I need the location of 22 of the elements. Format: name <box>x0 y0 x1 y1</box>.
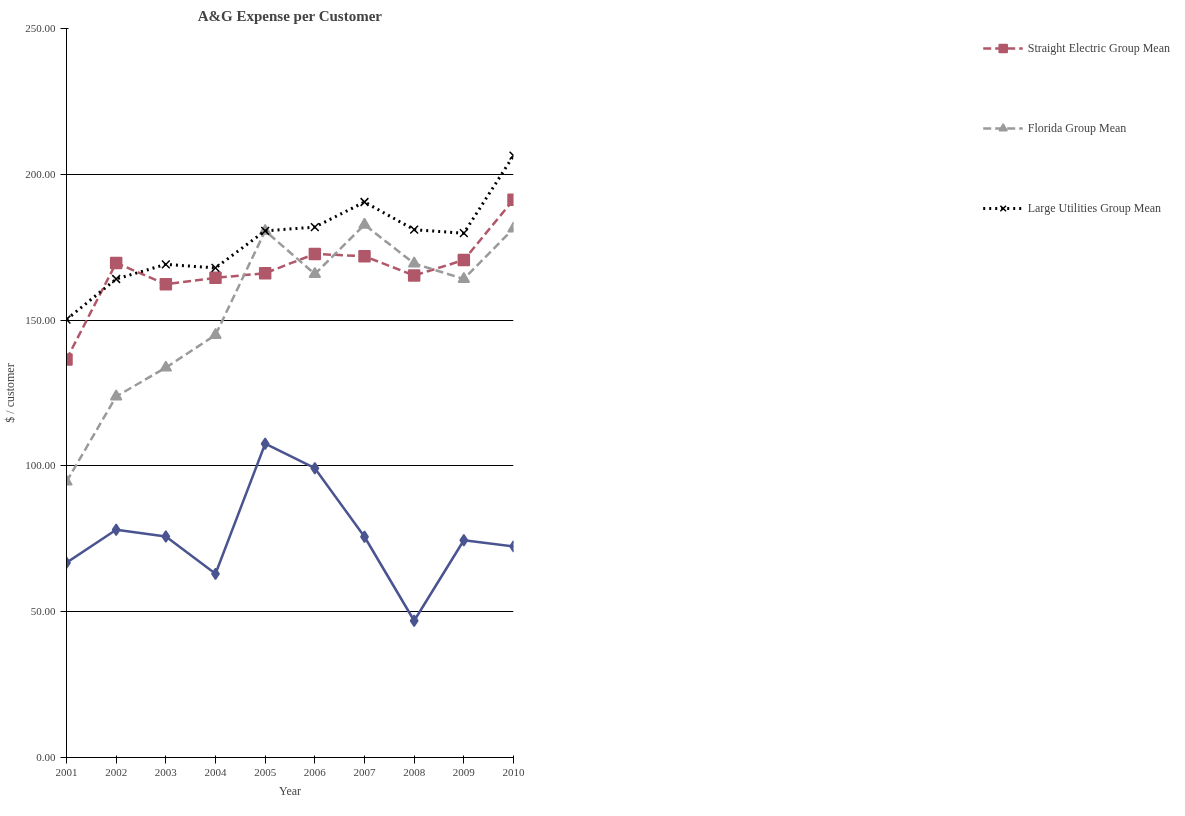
y-tick-label: 100.00 <box>25 459 56 472</box>
legend-label: Large Utilities Group Mean <box>1027 200 1162 216</box>
x-tick-label: 2002 <box>105 765 128 778</box>
x-axis-title: Year <box>278 783 302 798</box>
legend-label: Straight Electric Group Mean <box>1027 40 1170 56</box>
y-tick-label: 250.00 <box>25 22 56 34</box>
x-tick-label: 2010 <box>502 765 525 778</box>
x-tick-label: 2005 <box>254 765 277 778</box>
y-tick-label: 50.00 <box>30 605 56 618</box>
x-tick-label: 2003 <box>154 765 178 778</box>
y-tick-label: 0.00 <box>36 751 56 763</box>
x-tick-label: 2009 <box>452 765 476 778</box>
x-tick-label: 2007 <box>353 765 376 778</box>
legend-label: Florida Group Mean <box>1027 120 1127 136</box>
y-tick-label: 150.00 <box>25 313 56 326</box>
y-tick-label: 200.00 <box>25 167 56 180</box>
x-tick-label: 2008 <box>403 765 426 778</box>
x-tick-label: 2001 <box>55 765 78 778</box>
x-tick-label: 2004 <box>204 765 227 778</box>
chart-title: A&G Expense per Customer <box>197 7 383 24</box>
x-tick-label: 2006 <box>303 765 327 778</box>
y-axis-title: $ / customer <box>3 363 18 423</box>
